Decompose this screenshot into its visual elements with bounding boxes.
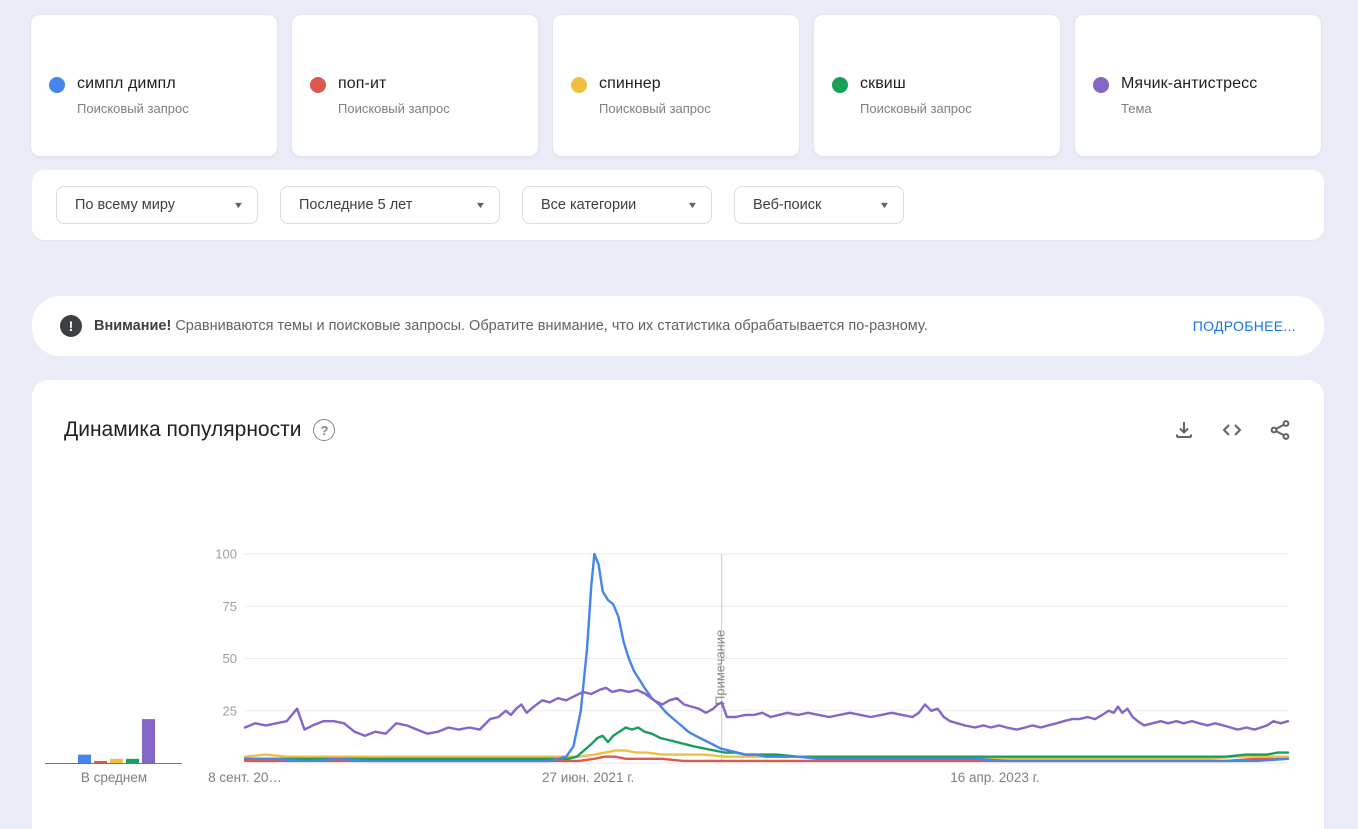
term-type: Поисковый запрос [860,101,972,116]
help-icon[interactable]: ? [313,419,336,441]
term-card-antistress-ball[interactable]: Мячик-антистресс Тема [1074,14,1322,157]
term-color-dot [49,77,65,93]
embed-icon[interactable] [1220,418,1244,442]
chart-title: Динамика популярности [64,418,302,441]
svg-text:75: 75 [223,599,237,614]
svg-text:27 июн. 2021 г.: 27 июн. 2021 г. [542,770,634,785]
term-type: Поисковый запрос [338,101,450,116]
svg-text:100: 100 [215,547,237,562]
chart-header: Динамика популярности ? [64,418,1292,442]
term-color-dot [310,77,326,93]
chevron-down-icon: ▼ [878,200,891,210]
term-label: сквиш [860,75,906,92]
term-type: Поисковый запрос [77,101,189,116]
term-color-dot [1093,77,1109,93]
term-card-spinner[interactable]: спиннер Поисковый запрос [552,14,800,157]
term-label: симпл димпл [77,75,176,92]
svg-text:50: 50 [223,651,237,666]
chevron-down-icon: ▼ [232,200,245,210]
term-label: спиннер [599,75,661,92]
term-label: Мячик-антистресс [1121,75,1258,92]
geo-filter-dropdown[interactable]: По всему миру ▼ [56,186,258,224]
search-type-filter-dropdown[interactable]: Веб-поиск ▼ [734,186,904,224]
term-color-dot [571,77,587,93]
category-filter-dropdown[interactable]: Все категории ▼ [522,186,712,224]
trend-chart[interactable]: 25 50 75 100 8 сент. 20… 27 июн. 2021 г. 16 ап… [32,510,1324,802]
term-card-skvish[interactable]: сквиш Поисковый запрос [813,14,1061,157]
svg-text:25: 25 [223,703,237,718]
more-details-link[interactable]: ПОДРОБНЕЕ... [1192,318,1296,334]
comparison-notice-banner: ! Внимание! Сравниваются темы и поисковые… [32,296,1324,356]
interest-over-time-card: Динамика популярности ? 25 50 75 100 8 сент.… [32,380,1324,829]
term-label: поп-ит [338,75,387,92]
notice-title: Внимание! [94,318,172,334]
notice-body: Сравниваются темы и поисковые запросы. О… [175,318,928,334]
chart-toolbar [1172,418,1292,442]
svg-text:16 апр. 2023 г.: 16 апр. 2023 г. [950,770,1039,785]
download-icon[interactable] [1172,418,1196,442]
time-filter-label: Последние 5 лет [299,197,413,213]
term-cards-row: симпл димпл Поисковый запрос поп-ит Поис… [30,14,1324,157]
time-filter-dropdown[interactable]: Последние 5 лет ▼ [280,186,500,224]
term-type: Тема [1121,101,1152,116]
term-type: Поисковый запрос [599,101,711,116]
term-card-simpl-dimpl[interactable]: симпл димпл Поисковый запрос [30,14,278,157]
category-filter-label: Все категории [541,197,637,213]
term-color-dot [832,77,848,93]
exclamation-icon: ! [60,315,82,337]
search-type-filter-label: Веб-поиск [753,197,822,213]
share-icon[interactable] [1268,418,1292,442]
geo-filter-label: По всему миру [75,197,175,213]
chevron-down-icon: ▼ [686,200,699,210]
svg-text:В среднем: В среднем [81,770,147,785]
svg-text:Примечание: Примечание [713,630,728,705]
notice-text: Внимание! Сравниваются темы и поисковые з… [94,318,928,334]
chevron-down-icon: ▼ [474,200,487,210]
term-card-pop-it[interactable]: поп-ит Поисковый запрос [291,14,539,157]
filter-bar: По всему миру ▼ Последние 5 лет ▼ Все ка… [32,170,1324,240]
svg-text:8 сент. 20…: 8 сент. 20… [208,770,282,785]
